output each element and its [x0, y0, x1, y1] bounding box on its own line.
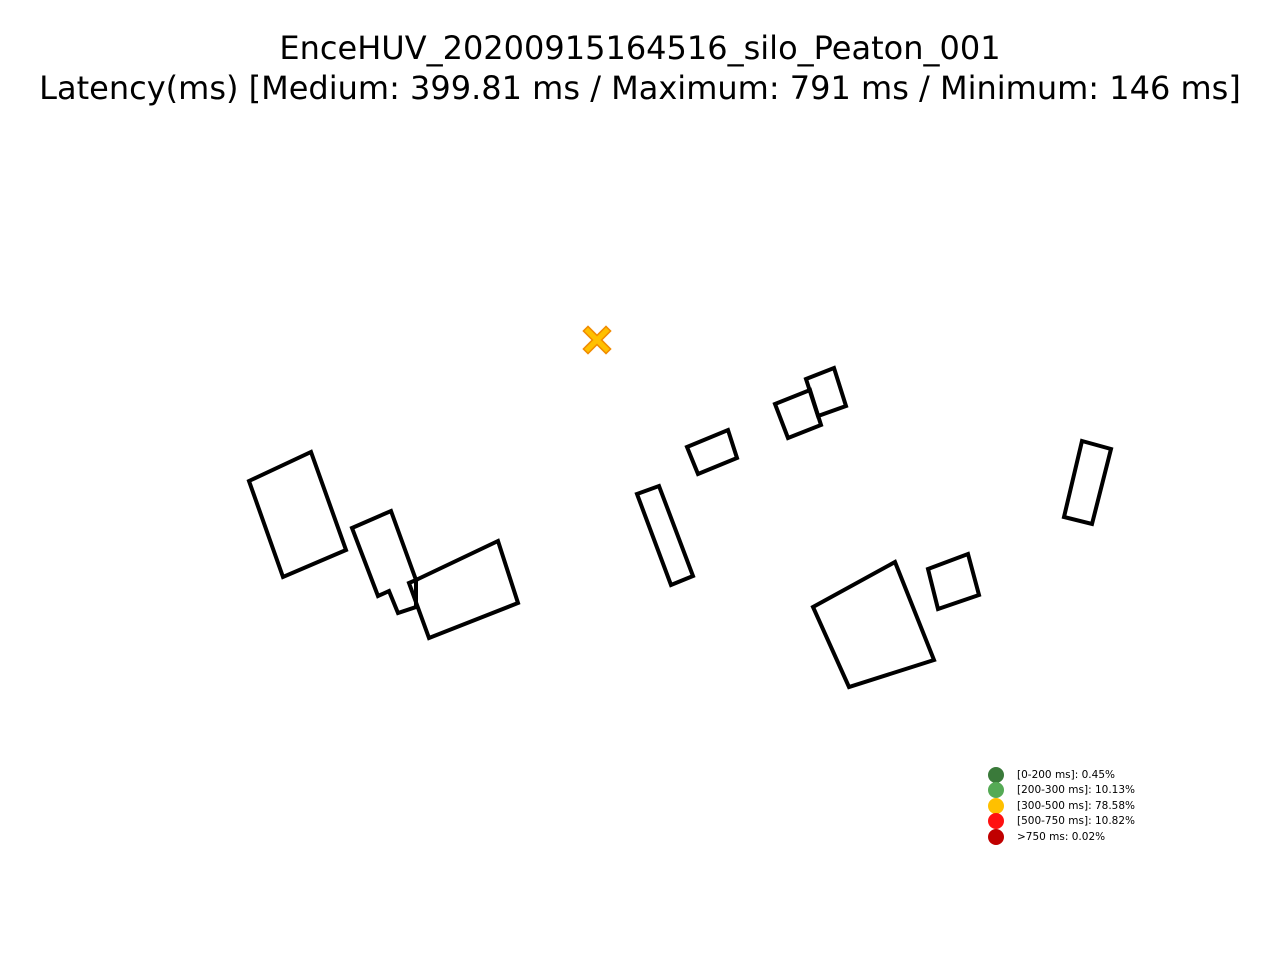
chart-title-block: EnceHUV_20200915164516_silo_Peaton_001 L… — [0, 28, 1280, 108]
chart-title: EnceHUV_20200915164516_silo_Peaton_001 — [279, 29, 1001, 67]
legend-label: [0-200 ms]: 0.45% — [1017, 768, 1115, 781]
legend-marker — [988, 828, 1004, 845]
building-outline — [684, 427, 740, 477]
building-outline — [349, 508, 521, 641]
legend-marker — [988, 766, 1004, 783]
building-outlines — [246, 365, 1114, 690]
building-outline — [246, 449, 349, 580]
building-outline — [634, 483, 696, 588]
legend-label: [500-750 ms]: 10.82% — [1017, 815, 1136, 828]
building-outline — [925, 551, 982, 612]
legend-label: >750 ms: 0.02% — [1017, 830, 1106, 843]
legend-item: [500-750 ms]: 10.82% — [988, 813, 1136, 830]
legend-item: [0-200 ms]: 0.45% — [988, 766, 1135, 783]
latency-marker — [582, 325, 612, 355]
building-outline — [803, 365, 849, 419]
legend-label: [200-300 ms]: 10.13% — [1017, 784, 1136, 797]
legend-item: >750 ms: 0.02% — [988, 828, 1135, 845]
chart-subtitle: Latency(ms) [Medium: 399.81 ms / Maximum… — [39, 69, 1241, 107]
legend-label: [300-500 ms]: 78.58% — [1017, 799, 1136, 812]
building-outline — [772, 387, 824, 441]
legend: [0-200 ms]: 0.45% [200-300 ms]: 10.13% [… — [988, 766, 1136, 845]
building-outline — [1061, 438, 1114, 527]
legend-item: [300-500 ms]: 78.58% — [988, 797, 1136, 814]
marker-fill — [584, 327, 610, 353]
building-outline — [810, 559, 937, 690]
legend-item: [200-300 ms]: 10.13% — [988, 782, 1136, 799]
legend-marker — [988, 782, 1004, 799]
legend-marker — [988, 813, 1004, 830]
legend-marker — [988, 797, 1004, 814]
